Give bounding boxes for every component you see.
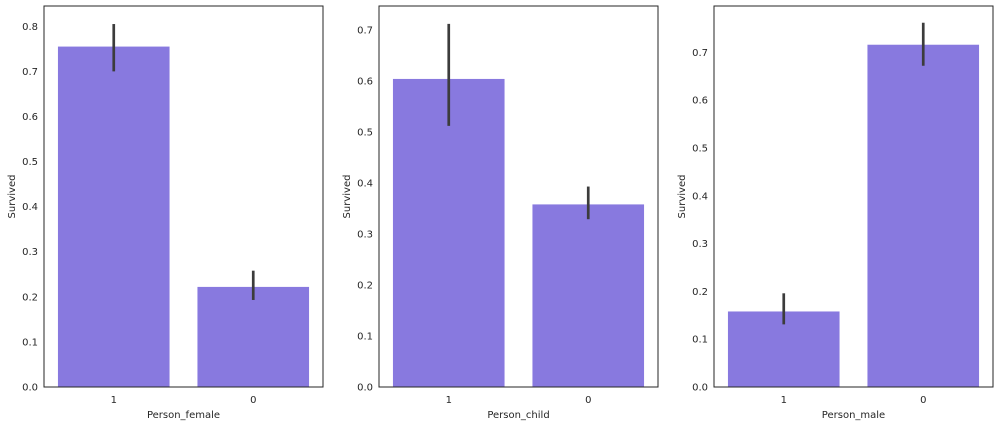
x-tick-label: 1	[781, 395, 787, 406]
y-tick-label: 0.4	[22, 202, 38, 213]
bar-0	[197, 286, 310, 387]
subplot-3: 0.0 0.1 0.2 0.3 0.4 0.5 0.6 0.7 1 0 Person_male Sur…	[677, 5, 994, 421]
axes-frame	[378, 5, 659, 388]
y-tick-label: 0.5	[357, 127, 373, 138]
y-tick-label: 0.5	[692, 143, 708, 154]
y-tick-label: 0.4	[692, 191, 708, 202]
y-axis-label: Survived	[342, 175, 353, 219]
y-tick-label: 0.2	[357, 280, 373, 291]
x-tick-label: 1	[111, 395, 117, 406]
y-tick-label: 0.2	[692, 287, 708, 298]
y-tick-label: 0.7	[692, 48, 708, 59]
x-tick-label: 0	[250, 395, 256, 406]
subplot-1: 0.0 0.1 0.2 0.3 0.4 0.5 0.6 0.7 0.8 1 0 Person_fema…	[7, 5, 324, 421]
bar-1	[392, 78, 505, 388]
y-tick-label: 0.6	[22, 112, 38, 123]
bar-0	[532, 204, 645, 387]
y-axis-label: Survived	[7, 175, 18, 219]
y-tick-label: 0.7	[22, 67, 38, 78]
x-tick-label: 1	[446, 395, 452, 406]
y-tick-label: 0.0	[357, 383, 373, 394]
y-tick-label: 0.1	[692, 335, 708, 346]
bar-1	[57, 46, 170, 387]
y-tick-label: 0.4	[357, 178, 373, 189]
y-tick-label: 0.3	[357, 229, 373, 240]
x-axis-label: Person_male	[822, 410, 885, 421]
x-tick-label: 0	[585, 395, 591, 406]
subplot-2: 0.0 0.1 0.2 0.3 0.4 0.5 0.6 0.7 1 0 Person_child Su…	[342, 5, 659, 421]
y-tick-label: 0.6	[692, 96, 708, 107]
y-tick-label: 0.2	[22, 292, 38, 303]
bar-0	[867, 44, 980, 387]
y-tick-label: 0.0	[692, 383, 708, 394]
y-tick-label: 0.3	[692, 239, 708, 250]
y-tick-label: 0.0	[22, 383, 38, 394]
y-tick-label: 0.8	[22, 22, 38, 33]
y-tick-label: 0.1	[22, 337, 38, 348]
y-tick-label: 0.1	[357, 331, 373, 342]
y-tick-label: 0.7	[357, 25, 373, 36]
y-tick-label: 0.5	[22, 157, 38, 168]
x-tick-label: 0	[920, 395, 926, 406]
y-tick-label: 0.3	[22, 247, 38, 258]
axes-frame	[713, 5, 994, 388]
x-axis-label: Person_female	[147, 410, 220, 421]
y-axis-label: Survived	[677, 175, 688, 219]
y-tick-label: 0.6	[357, 76, 373, 87]
axes-frame	[43, 5, 324, 388]
x-axis-label: Person_child	[487, 410, 549, 421]
